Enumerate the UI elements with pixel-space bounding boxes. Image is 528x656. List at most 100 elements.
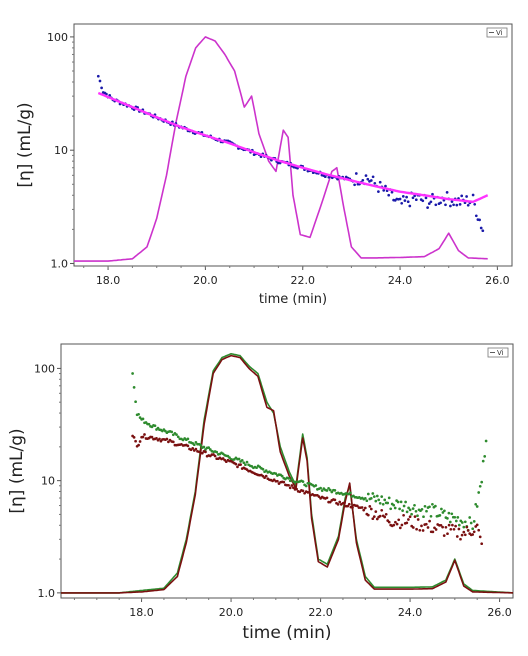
- data-point: [451, 523, 454, 527]
- data-point: [141, 417, 145, 421]
- data-point: [414, 198, 418, 202]
- data-point: [282, 480, 286, 484]
- data-point: [372, 515, 376, 518]
- data-point: [383, 498, 387, 502]
- data-point: [450, 200, 454, 203]
- series-line: [61, 353, 514, 594]
- chart-2: 18.0 20.0 22.0 24.0 26.0 1.0 10 100 time (min) [η…: [7, 343, 514, 643]
- data-point: [408, 515, 412, 519]
- data-point: [338, 500, 342, 504]
- data-point: [434, 528, 438, 531]
- data-point: [420, 507, 424, 511]
- data-point: [383, 515, 387, 519]
- data-point: [434, 203, 438, 207]
- data-point: [374, 499, 378, 503]
- data-point: [392, 523, 396, 527]
- data-point: [165, 437, 169, 441]
- data-point: [424, 196, 428, 200]
- data-point: [445, 191, 449, 194]
- data-point: [434, 504, 437, 508]
- y-tick-label: 100: [47, 31, 68, 44]
- data-point: [138, 440, 142, 443]
- data-point: [167, 440, 170, 444]
- data-point: [375, 517, 379, 521]
- data-point: [386, 501, 390, 505]
- data-point: [449, 204, 452, 208]
- data-point: [328, 500, 332, 504]
- data-point: [138, 416, 142, 419]
- data-point: [405, 510, 409, 514]
- data-point: [393, 506, 397, 510]
- data-point: [463, 520, 467, 524]
- data-point: [454, 519, 458, 523]
- data-point: [98, 79, 102, 83]
- data-point: [242, 461, 246, 465]
- data-point: [398, 526, 402, 530]
- data-point: [371, 492, 375, 495]
- data-point: [429, 514, 433, 518]
- data-point: [479, 226, 483, 230]
- data-point: [449, 527, 453, 531]
- data-point: [170, 430, 174, 434]
- chart-1: 18.0 20.0 22.0 24.0 26.0 1.0 10 100 time (min) [η…: [15, 23, 513, 307]
- data-point: [471, 533, 475, 536]
- data-point: [343, 501, 346, 505]
- data-point: [200, 451, 204, 455]
- data-point: [455, 535, 459, 538]
- x-tick-label: 20.0: [193, 274, 218, 287]
- data-point: [134, 439, 137, 443]
- data-point: [239, 463, 242, 466]
- data-point: [137, 443, 140, 447]
- data-point: [471, 193, 475, 197]
- x-tick-label: 18.0: [129, 606, 154, 619]
- data-point: [398, 507, 401, 511]
- data-point: [347, 502, 351, 506]
- data-point: [204, 450, 207, 454]
- data-point: [471, 527, 475, 531]
- x-tick-label: 18.0: [96, 274, 121, 287]
- data-point: [276, 479, 279, 483]
- data-point: [317, 495, 321, 498]
- data-point: [442, 534, 446, 537]
- data-point: [333, 498, 337, 502]
- data-point: [478, 484, 482, 488]
- y-tick-label: 10: [41, 475, 55, 488]
- data-point: [462, 530, 466, 534]
- legend: Vi: [486, 27, 508, 38]
- data-point: [483, 455, 487, 458]
- data-point: [371, 175, 375, 179]
- x-tick-label: 24.0: [388, 274, 413, 287]
- data-point: [403, 199, 407, 202]
- data-point: [290, 484, 294, 487]
- data-point: [308, 491, 311, 494]
- data-point: [399, 500, 403, 504]
- data-point: [384, 512, 388, 516]
- data-point: [443, 509, 446, 513]
- data-point: [191, 447, 195, 450]
- data-point: [398, 197, 402, 201]
- data-point: [288, 479, 292, 483]
- data-point: [456, 516, 460, 519]
- x-tick-label: 22.0: [308, 606, 333, 619]
- data-point: [351, 506, 354, 509]
- data-point: [481, 459, 485, 463]
- data-point: [472, 520, 476, 523]
- plot-frame: [60, 343, 514, 599]
- series-1: [61, 353, 514, 594]
- data-point: [429, 200, 433, 204]
- data-point: [384, 184, 387, 188]
- data-point: [387, 496, 391, 500]
- data-point: [369, 179, 373, 182]
- data-point: [423, 504, 427, 508]
- data-point: [240, 459, 244, 462]
- x-tick-label: 26.0: [485, 274, 510, 287]
- data-point: [333, 489, 337, 492]
- x-tick-label: 26.0: [487, 606, 512, 619]
- data-point: [418, 528, 422, 532]
- data-point: [474, 502, 478, 506]
- x-axis-label: time (min): [259, 292, 327, 307]
- data-point: [439, 201, 442, 205]
- data-point: [475, 505, 479, 508]
- data-point: [465, 195, 468, 198]
